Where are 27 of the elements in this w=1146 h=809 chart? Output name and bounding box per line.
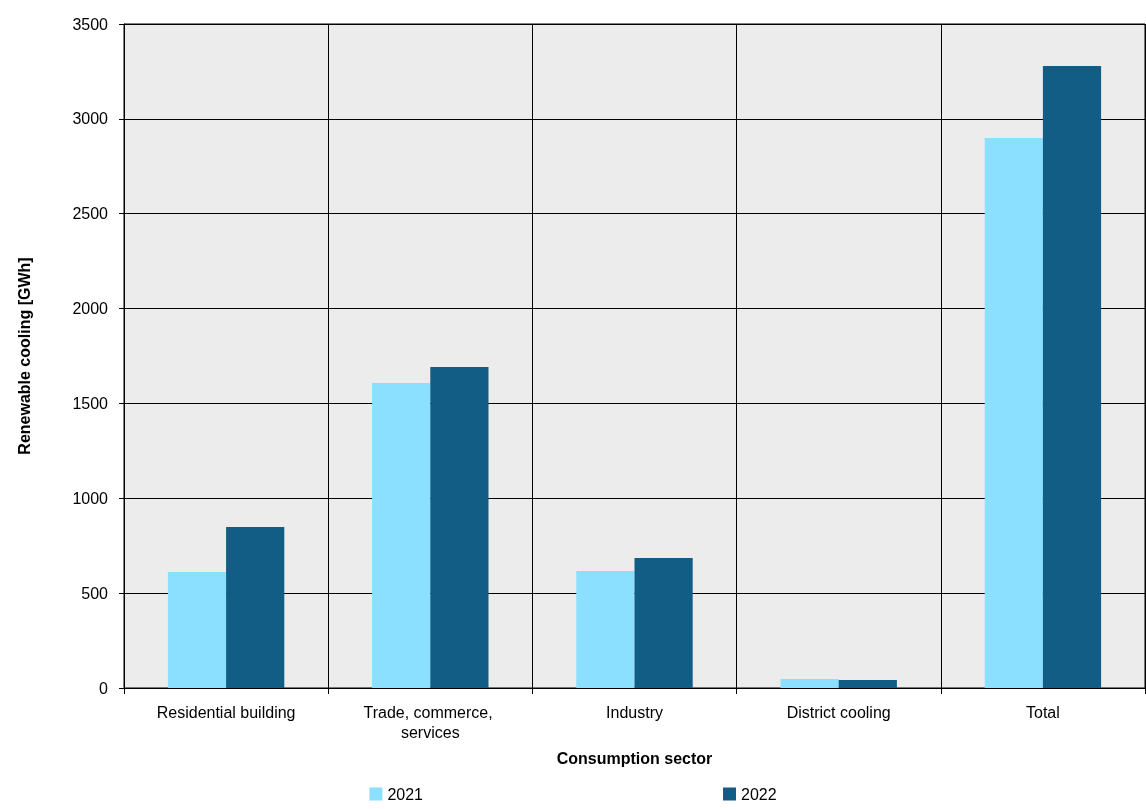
y-tick-label: 500 — [81, 584, 109, 602]
y-tick-label: 3500 — [72, 15, 109, 33]
x-axis-title: Consumption sector — [556, 749, 713, 767]
x-tick-label: Total — [1026, 703, 1060, 721]
bar — [167, 572, 227, 688]
bar — [634, 558, 693, 688]
y-tick-label: 2000 — [72, 300, 109, 318]
x-tick-label: Industry — [606, 703, 663, 721]
bar — [780, 679, 839, 688]
x-tick-label: Trade, commerce, services — [363, 703, 498, 741]
y-tick-label: 2500 — [72, 205, 109, 223]
y-tick-label: 3000 — [72, 110, 109, 128]
bar — [576, 570, 635, 688]
y-axis-title: Renewable cooling [GWh] — [15, 257, 33, 455]
legend-label: 2022 — [741, 785, 777, 803]
bar — [1042, 65, 1102, 688]
bar — [984, 138, 1043, 688]
bar — [430, 367, 489, 688]
bar — [226, 526, 285, 688]
x-tick-label: Residential building — [156, 703, 296, 721]
x-tick-label: District cooling — [786, 703, 891, 721]
y-tick-label: 0 — [99, 679, 109, 697]
bar — [372, 382, 431, 688]
y-tick-label: 1500 — [72, 394, 109, 412]
bar — [838, 680, 897, 688]
legend-label: 2021 — [387, 785, 424, 803]
y-tick-label: 1000 — [72, 489, 109, 507]
